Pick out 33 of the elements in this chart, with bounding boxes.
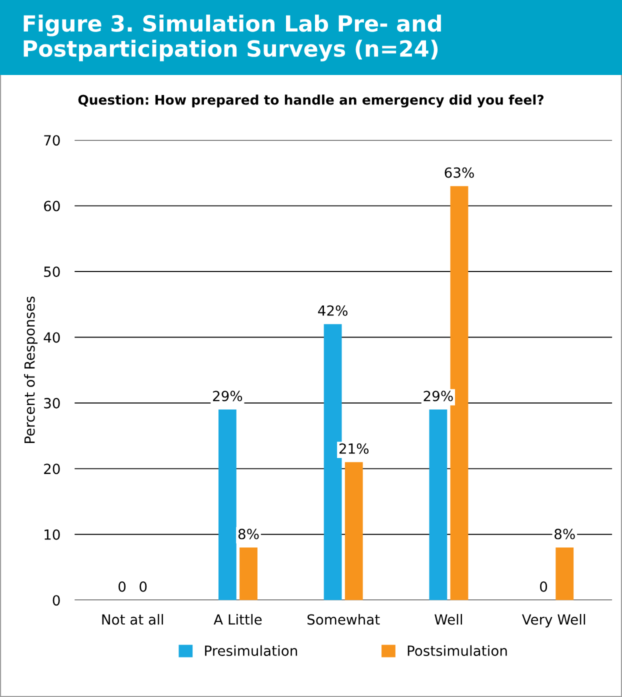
- y-tick-label: 60: [44, 200, 60, 212]
- data-label: 0: [540, 581, 548, 592]
- data-label: 8%: [554, 528, 575, 540]
- bar: [429, 410, 448, 600]
- y-tick-label: 50: [44, 266, 60, 278]
- y-tick-label: 0: [52, 595, 60, 606]
- data-label: 63%: [444, 167, 474, 178]
- x-tick-label: A Little: [214, 614, 262, 625]
- chart-title: Figure 3. Simulation Lab Pre- and Postparticipation Surveys (n=24): [24, 14, 441, 62]
- bar: [240, 548, 258, 600]
- y-tick-label: 20: [44, 464, 60, 474]
- data-label: 8%: [238, 528, 259, 540]
- x-tick-label: Very Well: [522, 614, 586, 628]
- data-label: 0: [140, 581, 147, 592]
- x-tick-label: Well: [434, 614, 462, 625]
- legend-label: Presimulation: [205, 645, 298, 656]
- x-tick-label: Somewhat: [308, 614, 380, 625]
- data-label: 21%: [339, 443, 369, 454]
- y-tick-label: 70: [44, 135, 60, 146]
- data-label: 29%: [213, 390, 242, 402]
- data-label: 42%: [318, 305, 348, 316]
- y-tick-label: 30: [44, 398, 60, 408]
- y-tick-label: 10: [44, 529, 60, 540]
- x-tick-label: Not at all: [102, 614, 163, 625]
- bar: [556, 548, 574, 600]
- bar: [344, 462, 363, 600]
- bar: [218, 410, 236, 600]
- data-label: 0: [118, 581, 126, 592]
- y-axis-title: Percent of Responses: [24, 296, 38, 443]
- y-tick-label: 40: [44, 332, 60, 343]
- legend-label: Postsimulation: [408, 645, 507, 656]
- data-label: 29%: [424, 390, 453, 402]
- chart-subtitle: Question: How prepared to handle an emergency did you feel?: [78, 94, 544, 108]
